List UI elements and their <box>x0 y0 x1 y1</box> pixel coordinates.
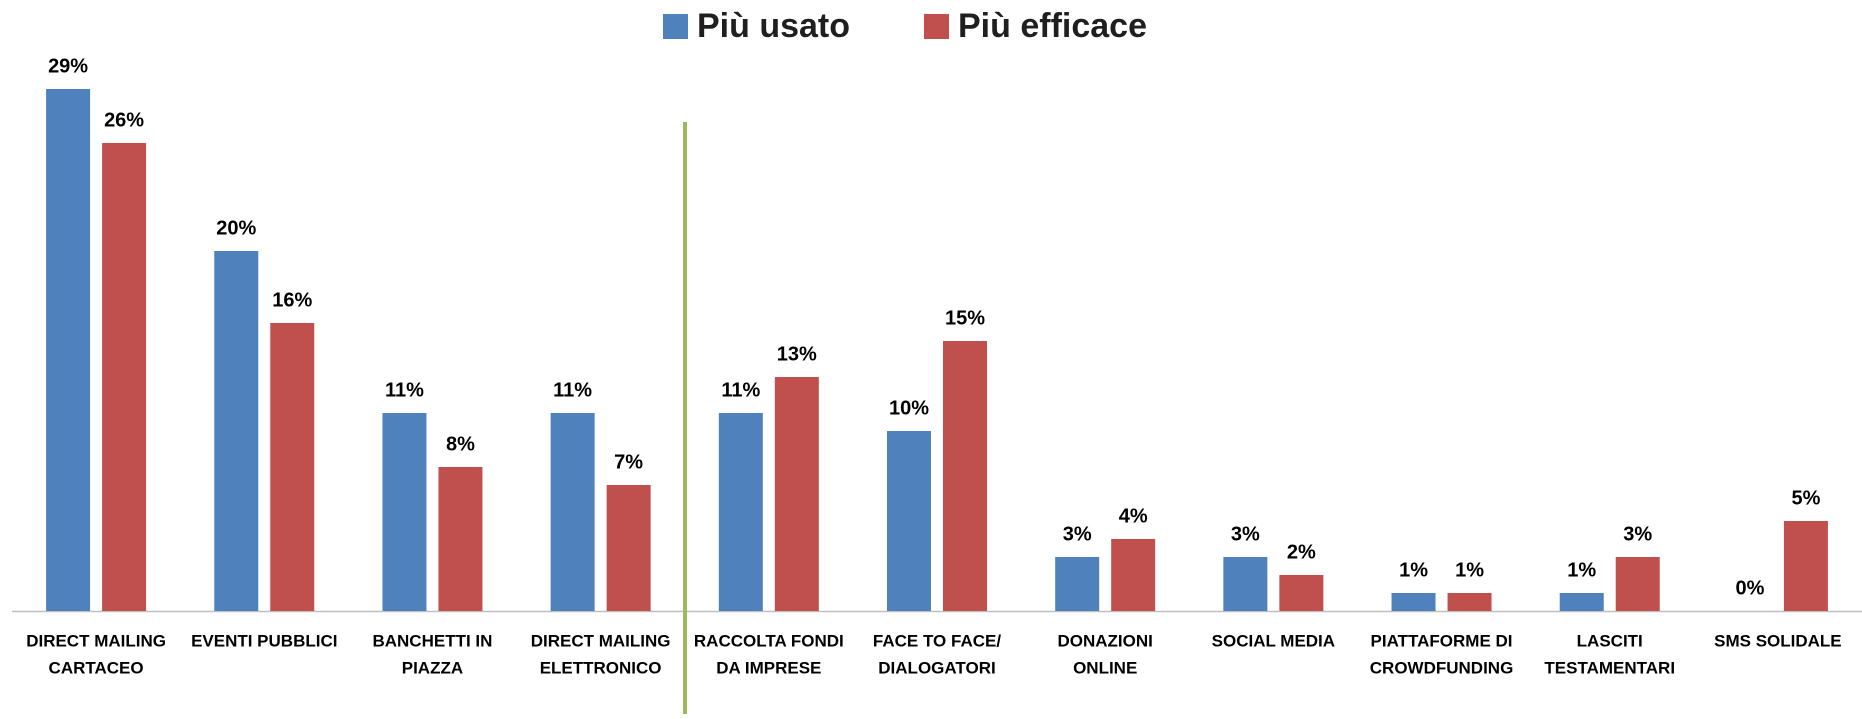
data-label: 8% <box>446 433 475 455</box>
x-tick-label: SOCIAL MEDIA <box>1212 631 1335 650</box>
bar <box>214 251 259 611</box>
data-label: 1% <box>1455 559 1484 581</box>
data-label: 2% <box>1287 541 1316 563</box>
x-tick-label: ELETTRONICO <box>540 658 662 677</box>
data-label: 7% <box>614 451 643 473</box>
bar <box>887 431 931 611</box>
x-tick-label: ONLINE <box>1073 658 1137 677</box>
x-tick-label: TESTAMENTARI <box>1544 658 1675 677</box>
x-tick-label: PIAZZA <box>402 658 463 677</box>
x-tick-label: LASCITI <box>1577 631 1643 650</box>
data-label: 15% <box>945 307 985 329</box>
data-label: 11% <box>385 379 424 401</box>
x-tick-label: DIALOGATORI <box>878 658 995 677</box>
data-label: 11% <box>553 379 592 401</box>
data-label: 3% <box>1231 523 1260 545</box>
x-tick-label: DONAZIONI <box>1057 631 1152 650</box>
bar <box>46 89 91 611</box>
x-tick-label: DA IMPRESE <box>716 658 821 677</box>
x-tick-label: SMS SOLIDALE <box>1714 631 1842 650</box>
data-label: 20% <box>216 217 256 239</box>
x-tick-label: CARTACEO <box>49 658 144 677</box>
bar <box>774 377 819 611</box>
data-label: 3% <box>1623 523 1652 545</box>
bar <box>943 341 987 611</box>
data-label: 1% <box>1399 559 1428 581</box>
legend-swatch <box>924 14 949 39</box>
data-label: 11% <box>721 379 760 401</box>
data-label: 1% <box>1567 559 1596 581</box>
bar <box>1783 521 1828 611</box>
bar <box>606 485 651 611</box>
bar <box>1223 557 1268 611</box>
data-label: 13% <box>777 343 817 365</box>
data-label: 4% <box>1119 505 1148 527</box>
x-tick-label: DIRECT MAILING <box>26 631 166 650</box>
bar <box>718 413 763 611</box>
bar <box>438 467 483 611</box>
bar <box>382 413 427 611</box>
x-tick-label: RACCOLTA FONDI <box>694 631 844 650</box>
data-label: 16% <box>272 289 312 311</box>
bar <box>1391 593 1436 611</box>
bar <box>102 143 147 611</box>
bar <box>1447 593 1492 611</box>
legend-label: Più efficace <box>958 7 1147 45</box>
bar <box>1055 557 1100 611</box>
x-tick-label: PIATTAFORME DI <box>1371 631 1513 650</box>
data-label: 26% <box>104 109 144 131</box>
x-tick-label: CROWDFUNDING <box>1370 658 1514 677</box>
bar <box>1559 593 1604 611</box>
x-tick-label: FACE TO FACE/ <box>873 631 1001 650</box>
bar <box>1111 539 1156 611</box>
legend-label: Più usato <box>697 7 850 45</box>
data-label: 0% <box>1735 577 1764 599</box>
legend-swatch <box>663 14 688 39</box>
bar <box>1615 557 1660 611</box>
x-tick-label: BANCHETTI IN <box>372 631 492 650</box>
x-tick-label: EVENTI PUBBLICI <box>191 631 337 650</box>
data-label: 29% <box>48 55 88 77</box>
bar <box>270 323 315 611</box>
data-label: 10% <box>889 397 929 419</box>
bar <box>1279 575 1324 611</box>
data-label: 5% <box>1791 487 1820 509</box>
bar <box>550 413 595 611</box>
data-label: 3% <box>1063 523 1092 545</box>
x-tick-label: DIRECT MAILING <box>531 631 671 650</box>
